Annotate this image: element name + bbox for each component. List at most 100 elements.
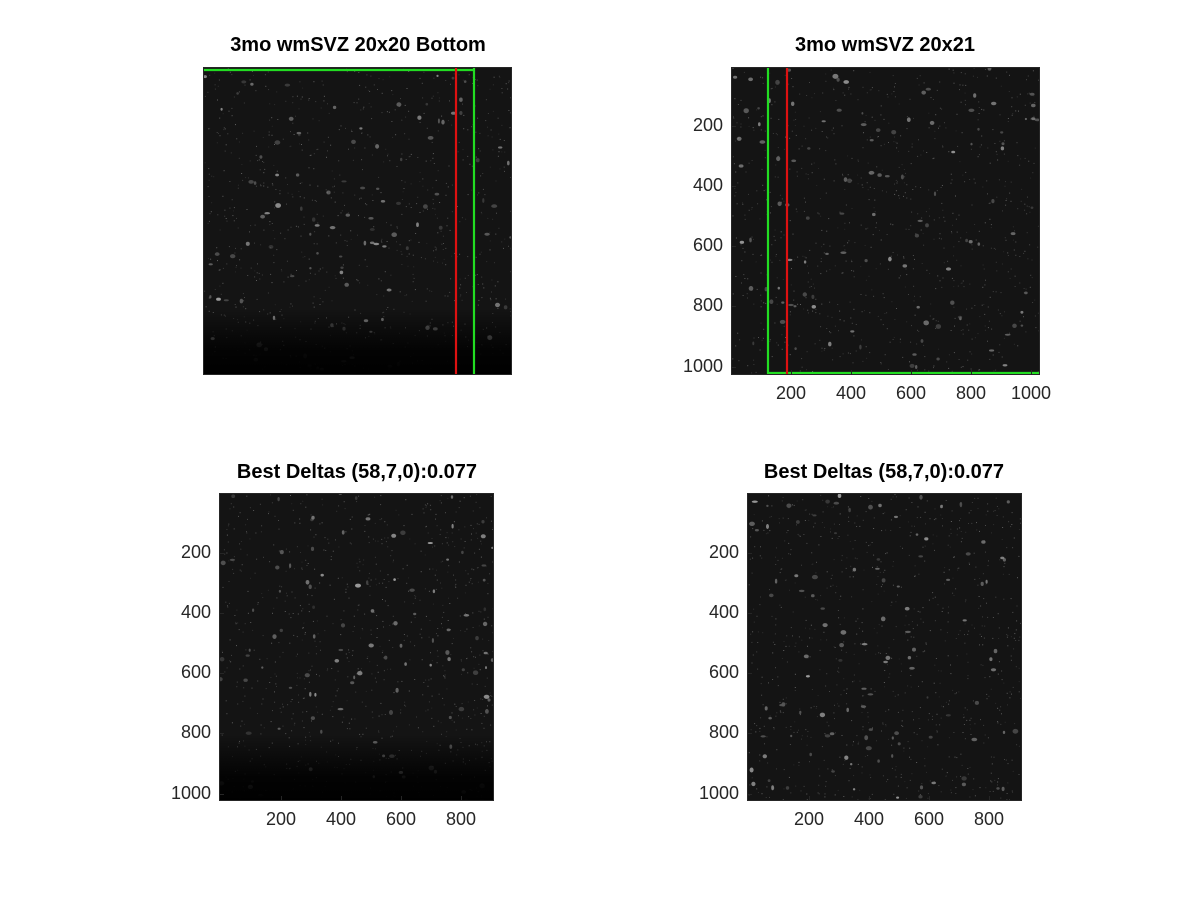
noise-speck — [948, 535, 950, 537]
noise-speck — [989, 296, 991, 298]
noise-speck — [791, 78, 793, 79]
noise-speck — [934, 508, 936, 510]
noise-speck — [1005, 204, 1007, 206]
noise-speck — [960, 753, 962, 755]
noise-speck — [810, 736, 812, 738]
noise-speck — [771, 104, 773, 106]
noise-speck — [925, 211, 927, 213]
noise-speck — [862, 589, 864, 591]
noise-speck — [751, 236, 753, 238]
noise-speck — [956, 534, 958, 536]
cell-blob — [865, 746, 872, 751]
noise-speck — [811, 637, 813, 639]
noise-speck — [862, 147, 864, 149]
noise-speck — [945, 127, 947, 129]
noise-speck — [849, 353, 851, 355]
noise-speck — [916, 733, 918, 735]
noise-speck — [909, 747, 911, 749]
noise-speck — [737, 182, 739, 184]
noise-speck — [979, 369, 981, 371]
cell-blob — [900, 174, 904, 180]
noise-speck — [936, 190, 938, 192]
noise-speck — [862, 519, 864, 521]
noise-speck — [777, 685, 779, 687]
cell-blob — [894, 515, 898, 519]
noise-speck — [910, 675, 912, 676]
noise-speck — [906, 197, 908, 199]
noise-speck — [997, 722, 999, 724]
noise-speck — [844, 222, 846, 224]
cell-blob — [906, 117, 911, 122]
noise-speck — [1020, 697, 1021, 699]
noise-speck — [905, 509, 907, 511]
noise-speck — [857, 763, 859, 765]
noise-speck — [978, 607, 980, 609]
noise-speck — [943, 216, 945, 218]
noise-speck — [858, 663, 860, 665]
noise-speck — [735, 171, 737, 173]
noise-speck — [838, 671, 840, 673]
noise-speck — [888, 709, 890, 711]
noise-speck — [1013, 249, 1015, 251]
noise-speck — [967, 768, 969, 769]
noise-speck — [896, 147, 898, 149]
noise-speck — [986, 75, 988, 77]
cell-blob — [791, 159, 797, 163]
noise-speck — [815, 309, 817, 311]
noise-speck — [790, 726, 792, 728]
noise-speck — [1024, 157, 1026, 159]
noise-speck — [881, 530, 883, 532]
noise-speck — [970, 734, 972, 735]
noise-speck — [950, 664, 951, 666]
noise-speck — [782, 698, 784, 700]
noise-speck — [837, 304, 839, 305]
noise-speck — [880, 362, 882, 363]
noise-speck — [995, 151, 997, 153]
noise-speck — [922, 621, 924, 623]
noise-speck — [1014, 286, 1016, 287]
noise-speck — [977, 584, 979, 586]
noise-speck — [875, 653, 877, 655]
noise-speck — [988, 695, 990, 697]
noise-speck — [822, 511, 824, 513]
noise-speck — [866, 551, 868, 553]
noise-speck — [757, 203, 759, 205]
noise-speck — [795, 119, 797, 120]
noise-speck — [878, 624, 880, 626]
noise-speck — [800, 790, 802, 792]
noise-speck — [748, 125, 750, 127]
noise-speck — [753, 621, 755, 623]
noise-speck — [939, 724, 941, 726]
y-tick-mark — [732, 126, 736, 127]
cell-blob — [757, 107, 760, 110]
cell-blob — [805, 216, 810, 220]
noise-speck — [964, 623, 966, 625]
noise-speck — [912, 189, 914, 190]
noise-speck — [898, 150, 899, 152]
noise-speck — [732, 358, 734, 360]
noise-speck — [849, 767, 851, 769]
noise-speck — [866, 92, 868, 94]
noise-speck — [919, 611, 921, 613]
noise-speck — [732, 68, 734, 69]
noise-speck — [924, 650, 926, 652]
cell-blob — [803, 260, 807, 264]
noise-speck — [966, 709, 968, 711]
noise-speck — [784, 74, 786, 76]
noise-speck — [985, 514, 987, 516]
cell-blob — [738, 164, 744, 168]
noise-speck — [940, 514, 942, 516]
noise-speck — [949, 546, 951, 548]
y-tick-label: 600 — [180, 662, 211, 682]
noise-speck — [938, 696, 940, 698]
noise-speck — [856, 526, 858, 527]
noise-speck — [737, 104, 739, 105]
noise-speck — [825, 781, 827, 783]
noise-speck — [936, 535, 938, 537]
noise-speck — [991, 532, 992, 534]
noise-speck — [759, 218, 761, 220]
noise-speck — [904, 692, 906, 694]
noise-speck — [947, 612, 949, 614]
noise-speck — [960, 237, 962, 239]
noise-speck — [941, 518, 943, 520]
